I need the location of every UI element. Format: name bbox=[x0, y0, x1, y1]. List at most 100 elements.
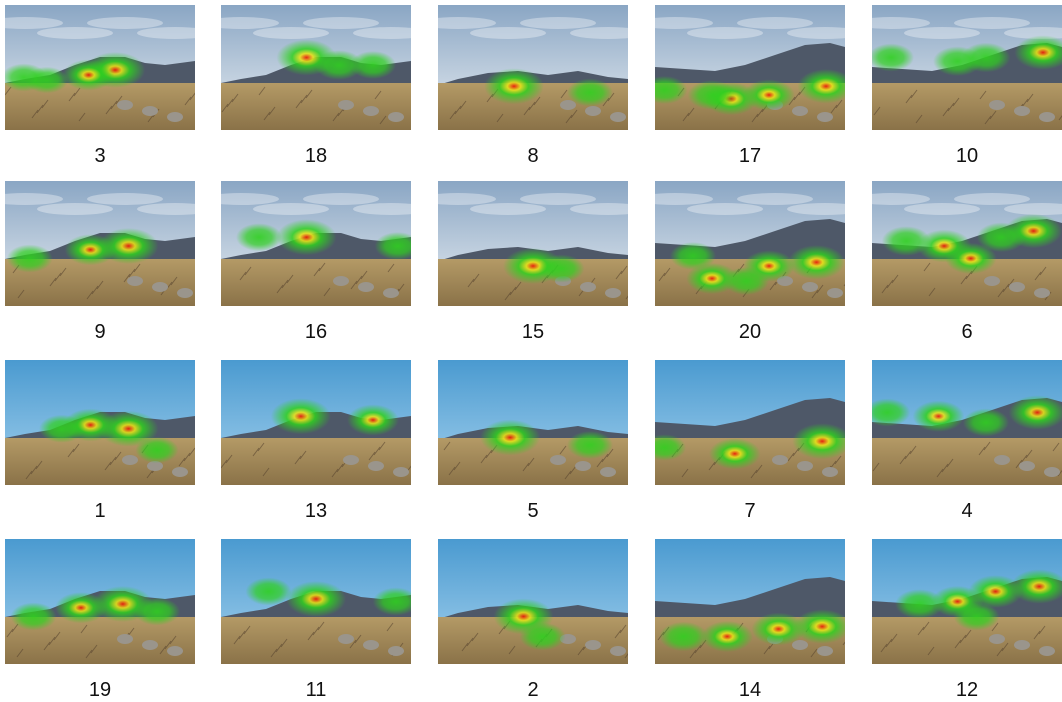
grass-stroke bbox=[885, 638, 893, 648]
grass-stroke bbox=[569, 465, 577, 475]
rock bbox=[605, 288, 621, 298]
grass-stroke bbox=[459, 100, 467, 110]
grass-stroke bbox=[565, 114, 573, 124]
rock bbox=[1009, 282, 1025, 292]
rock bbox=[358, 282, 374, 292]
grass-stroke bbox=[104, 461, 112, 471]
grass-stroke bbox=[275, 643, 283, 653]
gaze-hotspot bbox=[276, 219, 337, 256]
gaze-hotspot bbox=[372, 587, 411, 616]
grass-stroke bbox=[295, 99, 303, 109]
cloud bbox=[87, 193, 163, 205]
gaze-hotspot bbox=[62, 59, 115, 91]
grass-stroke bbox=[615, 270, 623, 280]
rock bbox=[585, 640, 601, 650]
grass-stroke bbox=[755, 464, 763, 474]
rock bbox=[1014, 106, 1030, 116]
grass-stroke bbox=[504, 291, 512, 301]
grass-stroke bbox=[682, 112, 690, 122]
landscape-heatmap-image bbox=[655, 181, 845, 306]
grass-stroke bbox=[90, 644, 98, 654]
grass-stroke bbox=[756, 108, 764, 118]
rock bbox=[152, 282, 168, 292]
landscape-heatmap-image bbox=[872, 539, 1062, 664]
grass-stroke bbox=[355, 275, 363, 285]
grass-stroke bbox=[1034, 271, 1042, 281]
grass-stroke bbox=[41, 99, 49, 109]
ground bbox=[221, 83, 411, 130]
rock bbox=[817, 112, 833, 122]
rock bbox=[797, 461, 813, 471]
panel-number-label: 7 bbox=[744, 500, 756, 522]
rock bbox=[994, 455, 1010, 465]
rock bbox=[338, 634, 354, 644]
panel-number-label: 11 bbox=[305, 679, 327, 701]
panel-number-label: 3 bbox=[94, 145, 106, 167]
grass-stroke bbox=[1052, 442, 1060, 452]
grass-stroke bbox=[842, 641, 845, 646]
cloud bbox=[737, 193, 813, 205]
grass-stroke bbox=[449, 110, 457, 120]
grass-stroke bbox=[360, 270, 368, 280]
cloud bbox=[438, 193, 496, 205]
cloud bbox=[954, 193, 1030, 205]
panel-number-label: 17 bbox=[738, 145, 762, 167]
grass-stroke bbox=[443, 441, 451, 451]
grass-stroke bbox=[880, 643, 888, 653]
grass-stroke bbox=[354, 634, 362, 644]
grass-stroke bbox=[625, 295, 628, 300]
grass-stroke bbox=[533, 96, 541, 106]
grass-stroke bbox=[281, 279, 289, 289]
grass-stroke bbox=[6, 628, 14, 638]
grass-stroke bbox=[373, 446, 381, 456]
grass-stroke bbox=[299, 450, 307, 460]
grass-stroke bbox=[178, 457, 186, 467]
gaze-hotspot bbox=[245, 577, 292, 606]
grass-stroke bbox=[928, 287, 936, 297]
rock bbox=[575, 461, 591, 471]
grass-stroke bbox=[619, 624, 627, 634]
cloud bbox=[520, 17, 596, 29]
cloud bbox=[570, 27, 628, 39]
grass-stroke bbox=[979, 90, 987, 100]
grass-stroke bbox=[368, 451, 376, 461]
grass-stroke bbox=[890, 633, 898, 643]
rock bbox=[610, 646, 626, 656]
grass-stroke bbox=[30, 465, 38, 475]
grass-stroke bbox=[276, 284, 284, 294]
grass-stroke bbox=[467, 278, 475, 288]
rock bbox=[343, 455, 359, 465]
ground bbox=[872, 83, 1062, 130]
grass-stroke bbox=[964, 629, 972, 639]
grass-stroke bbox=[960, 275, 968, 285]
grass-stroke bbox=[936, 468, 944, 478]
rock bbox=[368, 461, 384, 471]
panel-number-label: 6 bbox=[961, 321, 973, 343]
cloud bbox=[37, 27, 113, 39]
gaze-hotspot bbox=[286, 581, 346, 617]
grass-stroke bbox=[989, 110, 997, 120]
grass-stroke bbox=[466, 637, 474, 647]
grass-stroke bbox=[318, 262, 326, 272]
grass-stroke bbox=[601, 453, 609, 463]
grass-stroke bbox=[332, 112, 340, 122]
rock bbox=[142, 106, 158, 116]
rock bbox=[117, 634, 133, 644]
rock bbox=[383, 288, 399, 298]
grass-stroke bbox=[983, 441, 991, 451]
grass-stroke bbox=[952, 97, 960, 107]
gaze-hotspot bbox=[751, 612, 806, 646]
rock bbox=[117, 100, 133, 110]
grass-stroke bbox=[221, 103, 229, 113]
grass-stroke bbox=[257, 442, 265, 452]
grass-stroke bbox=[485, 449, 493, 459]
cloud bbox=[687, 203, 763, 215]
grass-stroke bbox=[872, 462, 880, 472]
rock bbox=[550, 455, 566, 465]
grass-stroke bbox=[238, 630, 246, 640]
panel-number-label: 8 bbox=[527, 145, 539, 167]
grass-stroke bbox=[559, 445, 567, 455]
panel-number-label: 10 bbox=[955, 145, 979, 167]
grass-stroke bbox=[560, 89, 568, 99]
